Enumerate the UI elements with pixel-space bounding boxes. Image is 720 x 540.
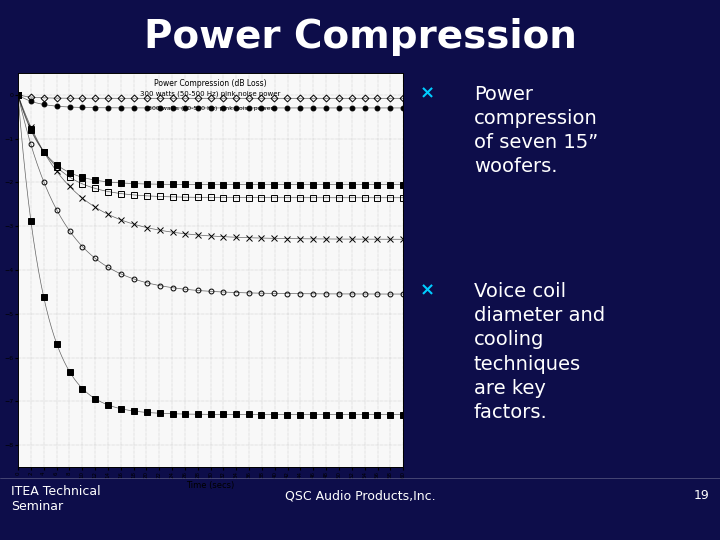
Text: ITEA Technical
Seminar: ITEA Technical Seminar	[11, 485, 100, 512]
Text: ×: ×	[420, 282, 435, 300]
Text: Power Compression: Power Compression	[143, 18, 577, 56]
X-axis label: Time (secs): Time (secs)	[186, 481, 235, 490]
Text: QSC Audio Products,Inc.: QSC Audio Products,Inc.	[284, 489, 436, 502]
Text: Power Compression (dB Loss): Power Compression (dB Loss)	[154, 79, 267, 88]
Text: Power
compression
of seven 15”
woofers.: Power compression of seven 15” woofers.	[474, 85, 598, 177]
Text: 300 watts (50-500 Hz) pink noise power: 300 watts (50-500 Hz) pink noise power	[140, 91, 281, 97]
Text: Voice coil
diameter and
cooling
techniques
are key
factors.: Voice coil diameter and cooling techniqu…	[474, 282, 605, 422]
Text: 300 watts (50-500 Hz) pink noise power: 300 watts (50-500 Hz) pink noise power	[148, 106, 273, 111]
Text: 19: 19	[693, 489, 709, 502]
Y-axis label: Loss (dB): Loss (dB)	[0, 251, 2, 289]
Text: ×: ×	[420, 85, 435, 103]
